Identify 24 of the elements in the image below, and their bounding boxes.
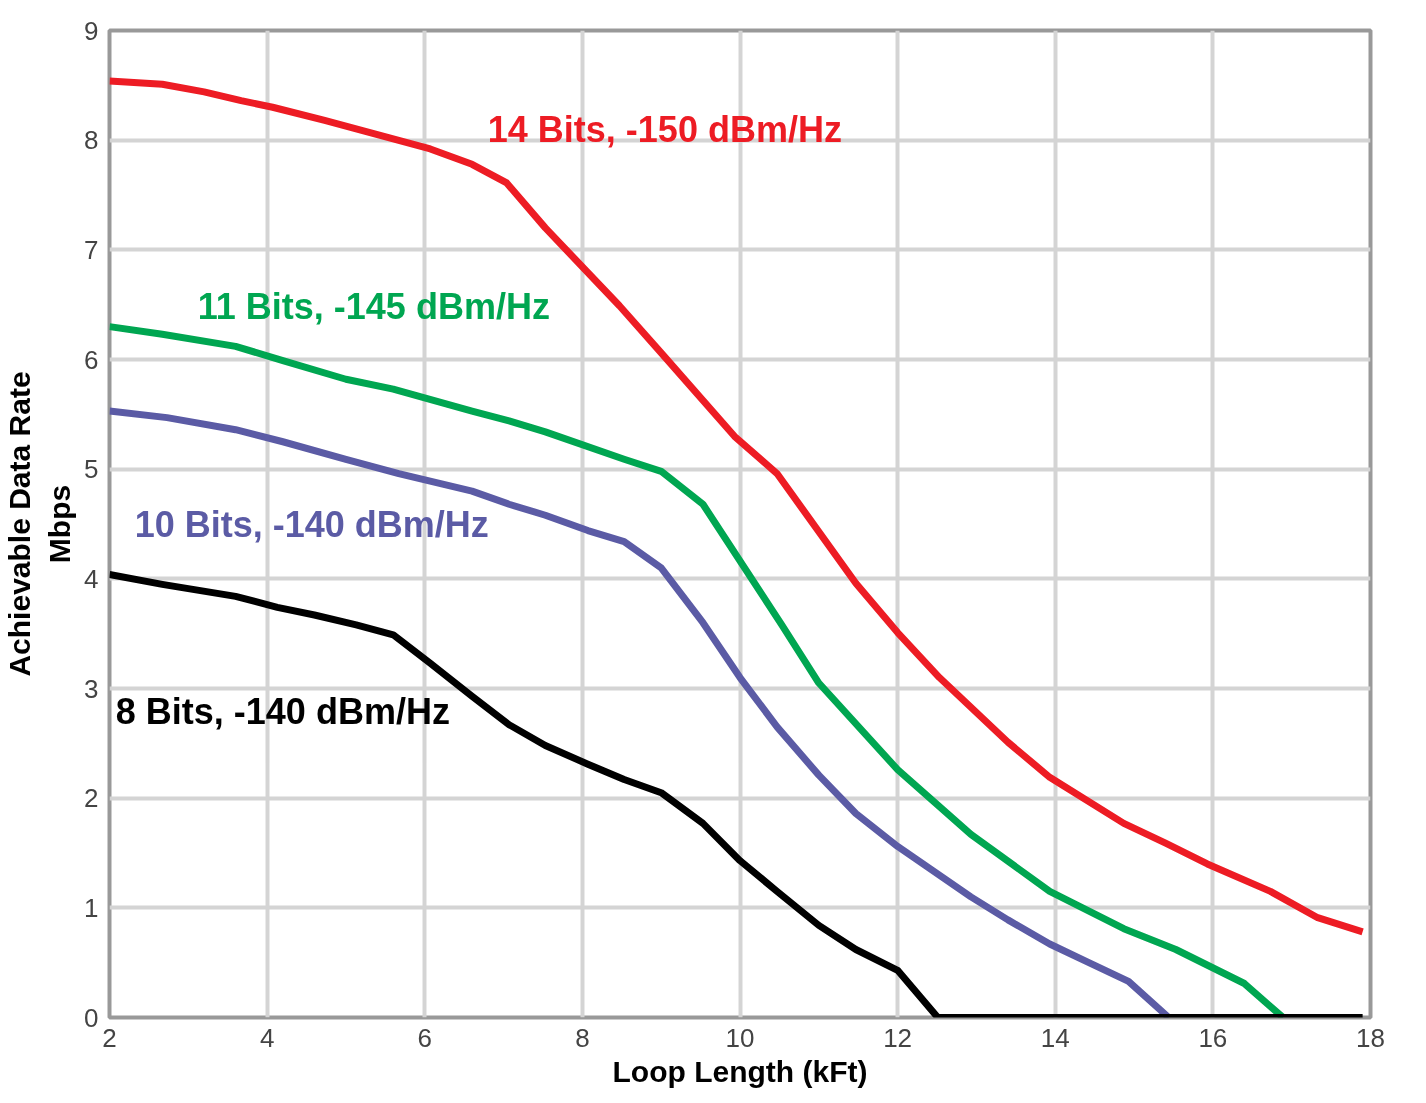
x-tick-label: 10 xyxy=(725,1022,755,1053)
series-label: 14 Bits, -150 dBm/Hz xyxy=(487,108,842,150)
y-tick-label: 8 xyxy=(84,125,99,156)
y-tick-label: 1 xyxy=(84,892,99,923)
x-axis-title: Loop Length (kFt) xyxy=(612,1054,868,1088)
y-tick-label: 0 xyxy=(84,1002,99,1033)
series-label: 10 Bits, -140 dBm/Hz xyxy=(134,503,489,545)
x-tick-label: 18 xyxy=(1356,1022,1385,1053)
x-tick-label: 12 xyxy=(883,1022,913,1053)
y-axis-title: Achievable Data Rate Mbps xyxy=(3,371,77,677)
x-tick-label: 6 xyxy=(417,1022,432,1053)
y-tick-label: 9 xyxy=(84,15,99,46)
y-tick-label: 5 xyxy=(84,454,99,485)
x-tick-label: 14 xyxy=(1040,1022,1070,1053)
y-tick-label: 7 xyxy=(84,234,99,265)
y-tick-label: 6 xyxy=(84,344,99,375)
series-label: 8 Bits, -140 dBm/Hz xyxy=(115,691,450,733)
y-tick-label: 3 xyxy=(84,673,99,704)
series-label: 11 Bits, -145 dBm/Hz xyxy=(197,286,550,328)
x-tick-label: 4 xyxy=(259,1022,275,1053)
y-tick-label: 2 xyxy=(84,783,99,814)
x-tick-label: 16 xyxy=(1198,1022,1228,1053)
y-tick-label: 4 xyxy=(84,563,99,594)
x-tick-label: 8 xyxy=(575,1022,590,1053)
